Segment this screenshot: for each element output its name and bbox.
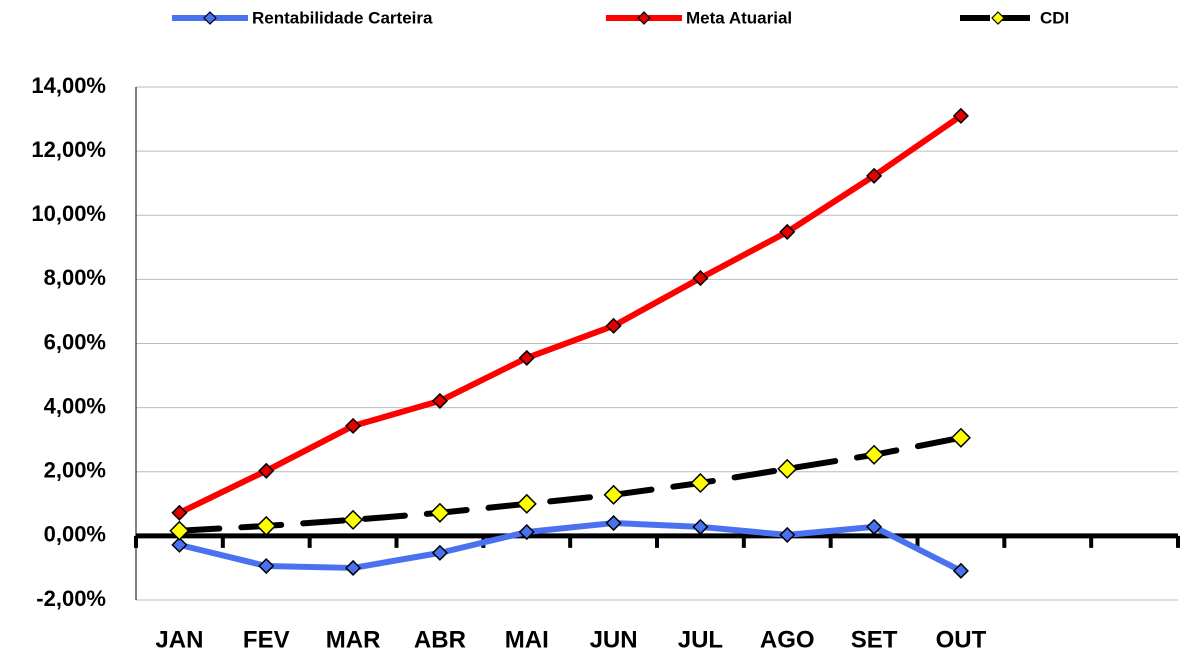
- legend-label: CDI: [1040, 8, 1069, 27]
- data-point: [777, 458, 798, 479]
- x-tick-label: ABR: [414, 626, 466, 653]
- data-point: [692, 518, 709, 535]
- data-point: [256, 515, 277, 536]
- x-tick-label: OUT: [936, 626, 987, 653]
- data-point: [258, 557, 275, 575]
- data-point: [603, 484, 624, 505]
- x-tick-label: FEV: [243, 626, 290, 653]
- data-point: [343, 509, 364, 530]
- data-point: [952, 562, 969, 579]
- data-point: [779, 526, 796, 543]
- data-point: [516, 493, 537, 514]
- y-tick-label: 8,00%: [44, 265, 106, 290]
- data-point: [429, 502, 450, 523]
- data-point: [866, 167, 883, 184]
- legend-label: Rentabilidade Carteira: [252, 8, 433, 27]
- series-line: [176, 520, 964, 574]
- legend-label: Meta Atuarial: [686, 8, 792, 27]
- data-point: [864, 444, 885, 465]
- legend-marker: [637, 11, 651, 25]
- x-tick-label: SET: [851, 626, 898, 653]
- data-point: [518, 523, 535, 541]
- data-point: [518, 349, 535, 366]
- x-tick-label: MAI: [505, 626, 549, 653]
- y-tick-label: 4,00%: [44, 393, 106, 418]
- y-tick-label: 14,00%: [31, 73, 106, 98]
- y-tick-label: 6,00%: [44, 329, 106, 354]
- x-tick-label: JUN: [590, 626, 638, 653]
- data-point: [169, 520, 190, 541]
- x-tick-label: JUL: [678, 626, 723, 653]
- y-tick-label: 12,00%: [31, 137, 106, 162]
- data-point: [345, 417, 362, 434]
- data-point: [690, 472, 711, 494]
- y-tick-label: 2,00%: [44, 458, 106, 483]
- legend-marker: [203, 11, 217, 25]
- data-point: [171, 504, 188, 521]
- y-tick-label: -2,00%: [36, 586, 106, 611]
- data-point: [258, 462, 275, 479]
- x-tick-label: AGO: [760, 626, 815, 653]
- data-point: [779, 223, 796, 240]
- data-point: [692, 270, 709, 287]
- data-point: [950, 427, 971, 448]
- y-tick-label: 0,00%: [44, 522, 106, 547]
- series-line: [176, 434, 964, 534]
- data-point: [605, 317, 622, 334]
- data-point: [171, 536, 188, 553]
- data-point: [345, 559, 362, 576]
- data-point: [605, 514, 622, 532]
- series-line: [176, 112, 964, 516]
- data-point: [431, 544, 448, 561]
- data-point: [952, 107, 969, 124]
- legend-marker: [991, 11, 1005, 25]
- y-tick-label: 10,00%: [31, 201, 106, 226]
- x-tick-label: MAR: [326, 626, 381, 653]
- data-point: [431, 392, 448, 409]
- x-tick-label: JAN: [155, 626, 203, 653]
- data-point: [866, 518, 883, 535]
